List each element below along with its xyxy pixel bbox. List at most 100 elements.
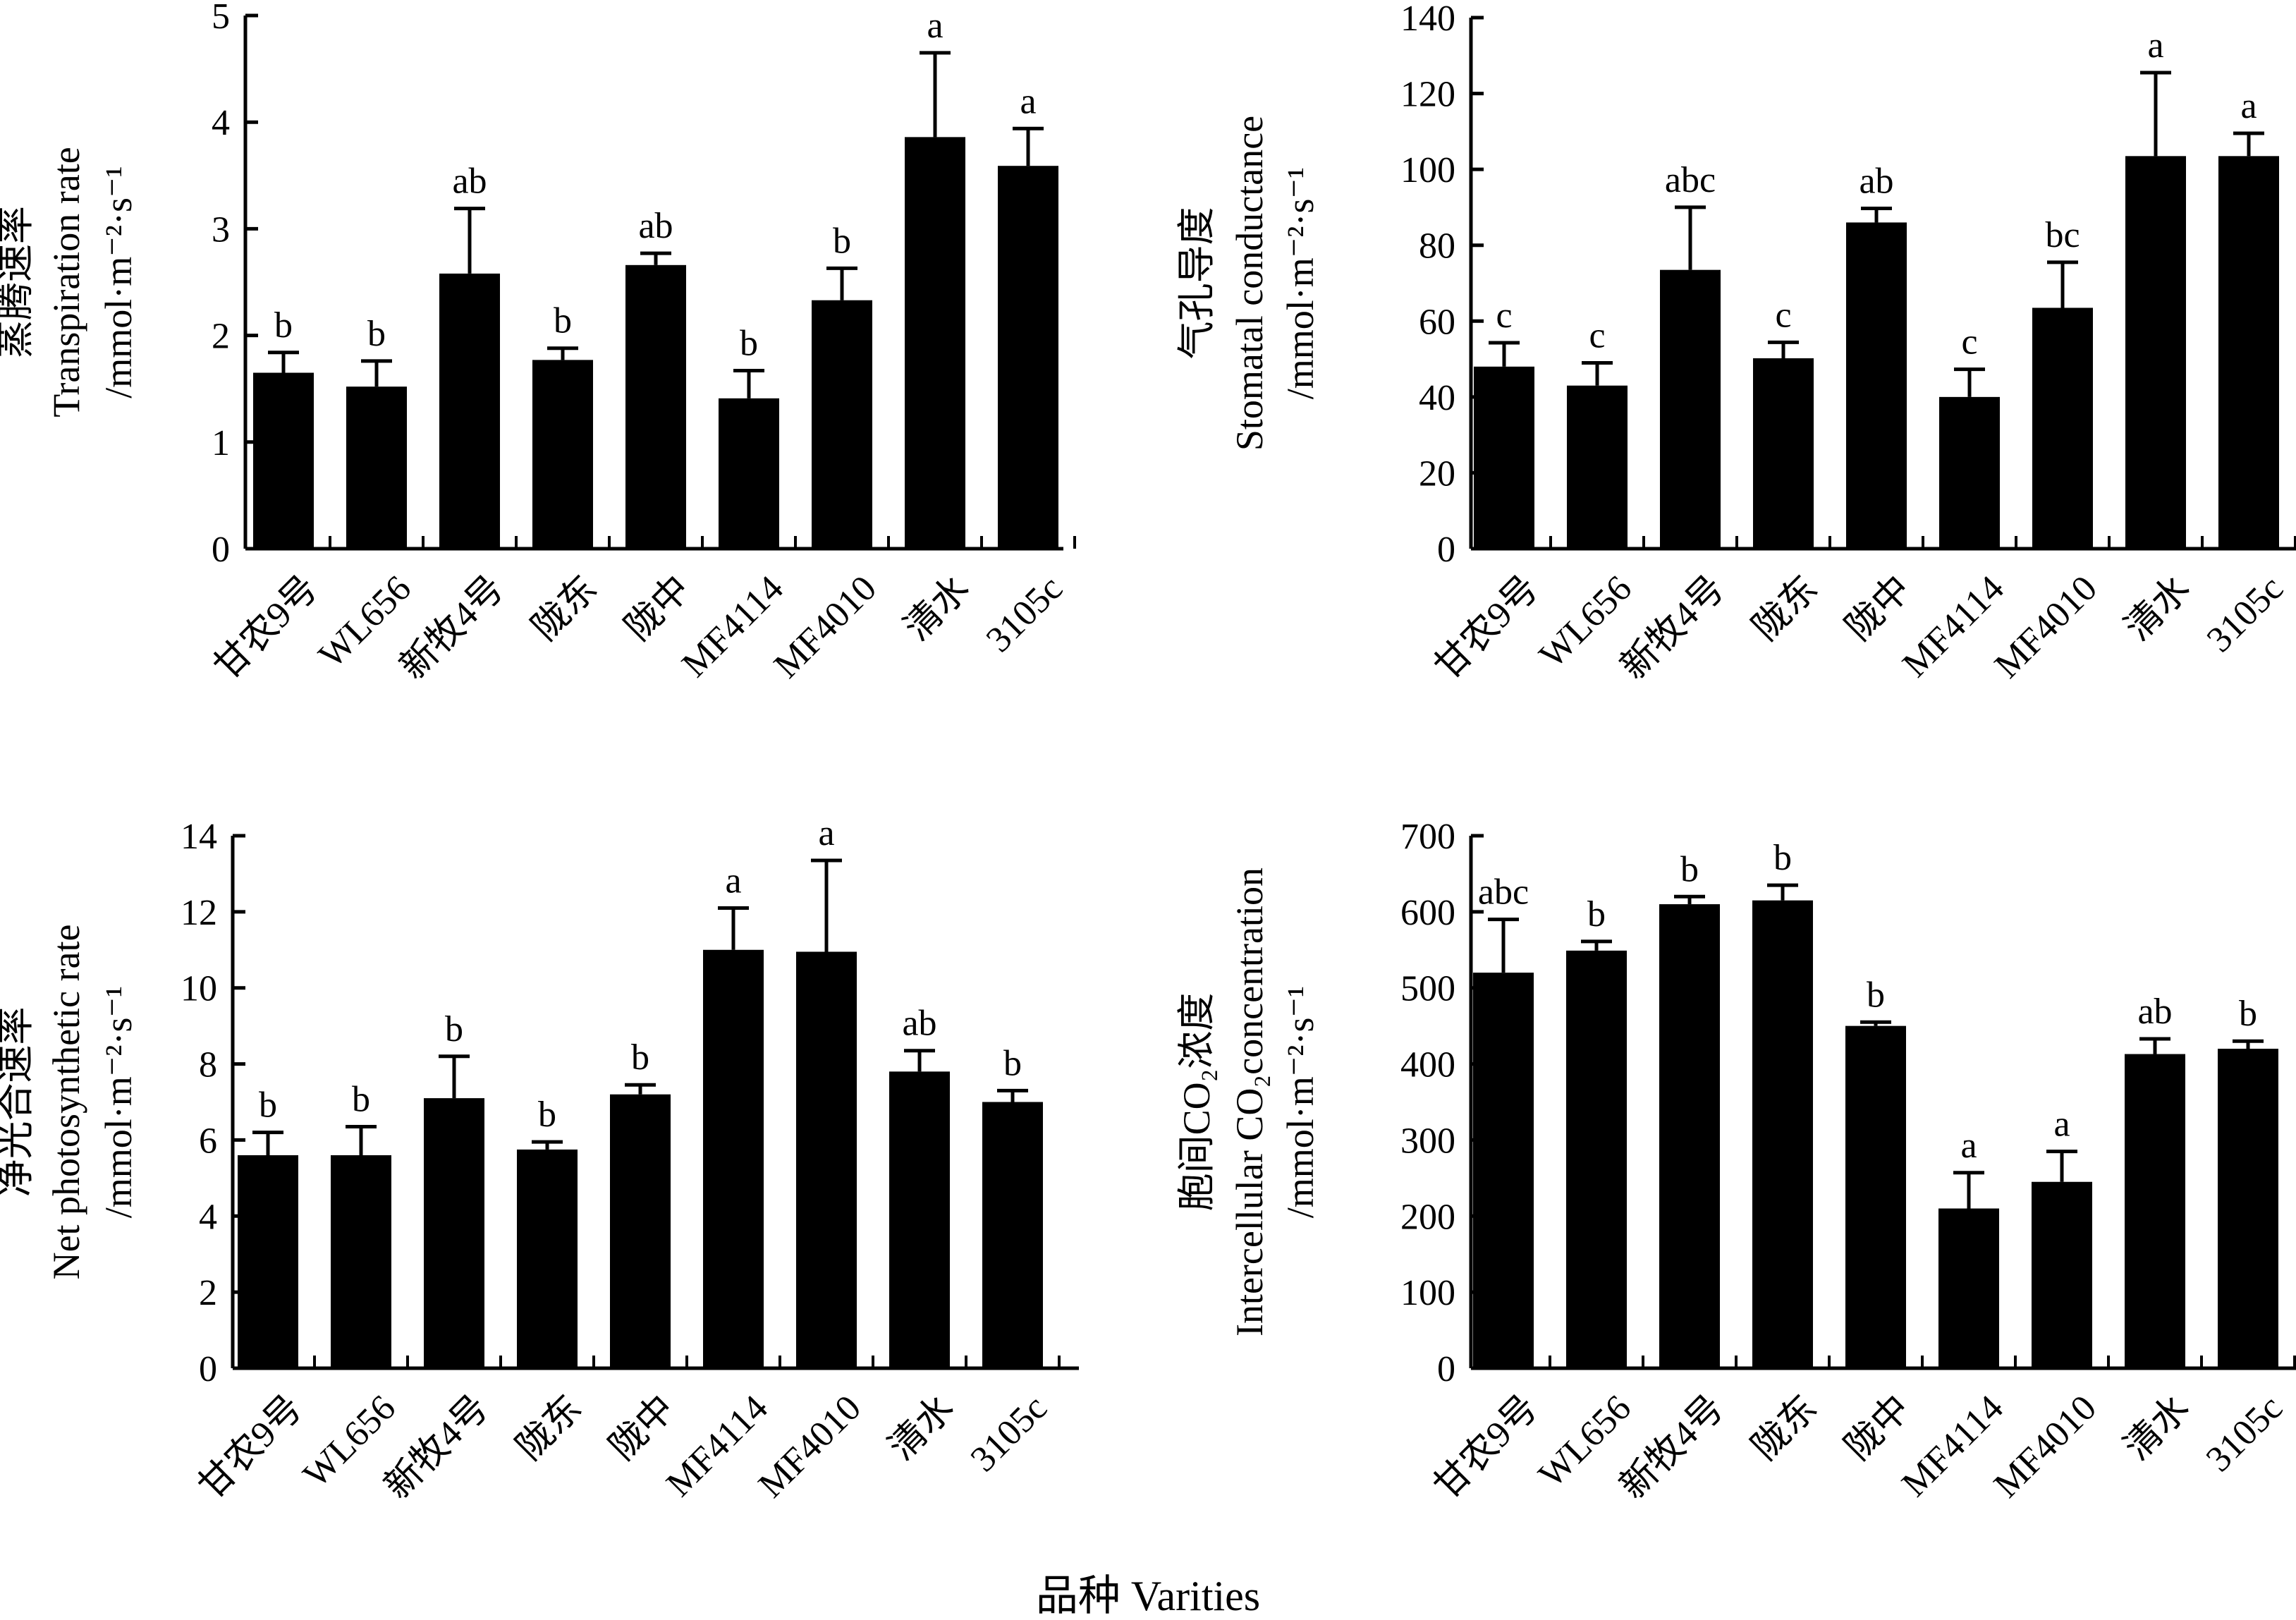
significance-label: b	[367, 314, 386, 354]
significance-label: b	[274, 305, 293, 346]
significance-label: b	[538, 1095, 556, 1135]
y-axis-title-line: Transpiration rate	[45, 147, 87, 417]
panel-stomatal-conductance: 020406080100120140c甘农9号cWL656abc新牧4号c陇东a…	[1176, 0, 2296, 688]
x-category-label: MF4010	[1987, 568, 2105, 686]
bar	[1473, 973, 1534, 1368]
bar	[1846, 222, 1907, 549]
significance-label: b	[259, 1085, 277, 1126]
y-tick-label: 3	[212, 209, 230, 250]
y-axis-title-line: 净光合速率	[0, 1007, 37, 1198]
y-tick-label: 0	[1437, 530, 1455, 570]
y-tick-label: 140	[1400, 0, 1455, 39]
bar	[2032, 307, 2093, 549]
y-axis-title-line: 蒸腾速率	[0, 206, 37, 358]
x-category-label: 陇东	[1745, 568, 1826, 649]
y-axis-title-line: /mmol·m⁻²·s⁻¹	[97, 166, 140, 398]
y-tick-label: 120	[1400, 75, 1455, 115]
x-category-label: 陇东	[509, 1388, 590, 1468]
y-tick-label: 80	[1419, 226, 1455, 267]
bar	[2218, 156, 2279, 549]
bar	[905, 137, 965, 549]
y-tick-label: 5	[212, 0, 230, 37]
significance-label: ab	[638, 206, 673, 246]
x-category-label: 新牧4号	[377, 1388, 496, 1507]
x-category-label: 陇东	[525, 568, 605, 649]
significance-label: a	[1020, 81, 1036, 121]
y-tick-label: 400	[1400, 1045, 1455, 1085]
y-tick-label: 0	[1437, 1349, 1455, 1389]
x-category-label: 新牧4号	[1613, 568, 1733, 688]
y-tick-label: 4	[212, 103, 230, 143]
panel-transpiration-rate: 012345b甘农9号bWL656ab新牧4号b陇东ab陇中bMF4114bMF…	[0, 0, 1076, 688]
significance-label: b	[445, 1009, 463, 1049]
bar	[532, 360, 593, 549]
significance-label: a	[2147, 25, 2163, 66]
y-axis-title-line: 气孔导度	[1176, 207, 1218, 360]
x-axis-title: 品种 Varities	[1036, 1573, 1260, 1619]
x-category-label: 甘农9号	[1427, 568, 1546, 688]
x-category-label: 陇中	[618, 568, 698, 649]
x-category-label: 甘农9号	[191, 1388, 310, 1507]
x-category-label: 甘农9号	[207, 568, 326, 688]
significance-label: a	[2053, 1104, 2070, 1145]
y-tick-label: 60	[1419, 302, 1455, 342]
y-tick-label: 700	[1400, 817, 1455, 857]
bar	[889, 1071, 950, 1368]
y-tick-label: 20	[1419, 453, 1455, 494]
bar	[2032, 1181, 2092, 1368]
panel-intercellular-co2: 0100200300400500600700abc甘农9号bWL656b新牧4号…	[1176, 817, 2296, 1507]
y-tick-label: 200	[1400, 1197, 1455, 1237]
y-tick-label: 500	[1400, 969, 1455, 1009]
bar	[1567, 385, 1628, 549]
bar	[982, 1102, 1043, 1368]
y-tick-label: 14	[181, 817, 217, 857]
y-tick-label: 300	[1400, 1121, 1455, 1161]
x-category-label: MF4114	[1894, 1388, 2011, 1505]
significance-label: b	[1003, 1043, 1022, 1083]
x-category-label: 新牧4号	[393, 568, 512, 688]
y-tick-label: 100	[1400, 1273, 1455, 1313]
bar	[238, 1155, 298, 1368]
y-axis-title-line: Net photosynthetic rate	[45, 925, 87, 1280]
bar	[517, 1149, 578, 1368]
bar	[346, 386, 407, 549]
x-category-label: 3105c	[979, 568, 1070, 660]
significance-label: ab	[452, 162, 487, 202]
significance-label: a	[725, 860, 741, 901]
bar	[1566, 950, 1627, 1368]
y-tick-label: 2	[199, 1273, 217, 1313]
y-tick-label: 10	[181, 969, 217, 1009]
x-category-label: 陇中	[602, 1388, 683, 1468]
bar	[424, 1098, 484, 1368]
bar	[331, 1155, 391, 1368]
bar	[1752, 900, 1813, 1368]
bar	[1474, 366, 1534, 549]
y-tick-label: 2	[212, 317, 230, 357]
x-category-label: 陇东	[1745, 1388, 1825, 1468]
y-axis-title-line: 胞间CO₂浓度	[1176, 993, 1218, 1212]
significance-label: abc	[1665, 160, 1716, 200]
significance-label: b	[740, 323, 758, 363]
bar	[2125, 1054, 2185, 1368]
x-category-label: MF4010	[767, 568, 884, 686]
y-tick-label: 1	[212, 423, 230, 463]
x-category-label: 清水	[2118, 568, 2198, 649]
bar	[439, 273, 500, 549]
significance-label: a	[1960, 1126, 1977, 1166]
x-category-label: MF4114	[659, 1388, 776, 1505]
significance-label: b	[1680, 849, 1699, 889]
significance-label: b	[1587, 894, 1606, 934]
y-tick-label: 4	[199, 1197, 217, 1237]
bar	[610, 1094, 671, 1368]
bar	[1939, 396, 2000, 549]
significance-label: b	[833, 221, 851, 261]
bar	[1659, 904, 1720, 1368]
significance-label: a	[927, 6, 943, 46]
significance-label: b	[352, 1080, 370, 1120]
significance-label: ab	[2137, 992, 2172, 1032]
bar	[998, 166, 1058, 549]
y-tick-label: 8	[199, 1045, 217, 1085]
x-category-label: 清水	[897, 568, 977, 649]
x-category-label: 3105c	[2199, 568, 2291, 660]
